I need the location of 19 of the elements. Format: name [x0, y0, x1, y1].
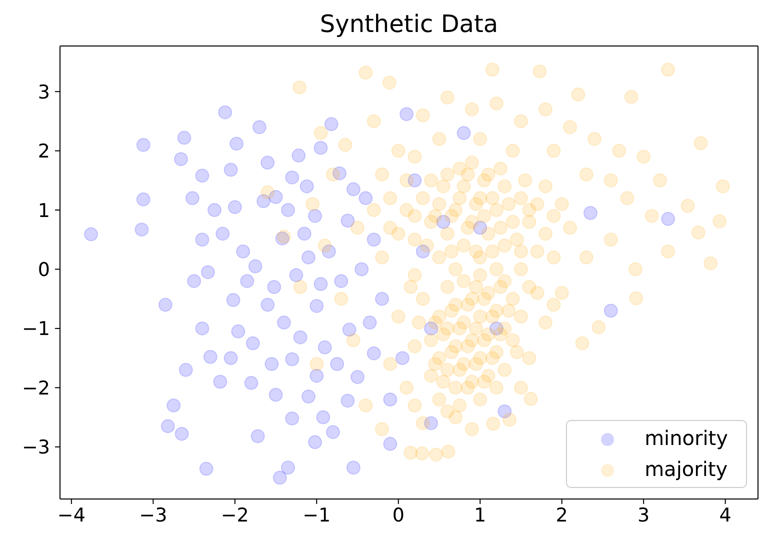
x-tick-label: 4: [719, 504, 732, 526]
x-tick-label: 2: [556, 504, 568, 526]
x-tick-label: 1: [474, 504, 486, 526]
y-tick-label: −2: [22, 377, 50, 400]
x-tick-label: −3: [139, 504, 168, 526]
legend-label: minority: [644, 425, 728, 452]
chart-title: Synthetic Data: [318, 10, 500, 38]
y-tick-label: 2: [38, 140, 50, 163]
x-tick-label: 3: [638, 504, 650, 526]
x-tick-label: 0: [392, 504, 404, 526]
y-tick-label: 3: [38, 81, 50, 104]
x-tick-label: −4: [57, 504, 86, 526]
x-tick-label: −2: [220, 504, 249, 526]
y-tick-label: 0: [38, 258, 50, 281]
x-tick-label: −1: [302, 504, 331, 526]
y-tick-label: −3: [22, 436, 50, 459]
legend-label: majority: [644, 456, 728, 483]
y-tick-label: 1: [38, 200, 50, 222]
y-tick-label: −1: [22, 318, 50, 340]
